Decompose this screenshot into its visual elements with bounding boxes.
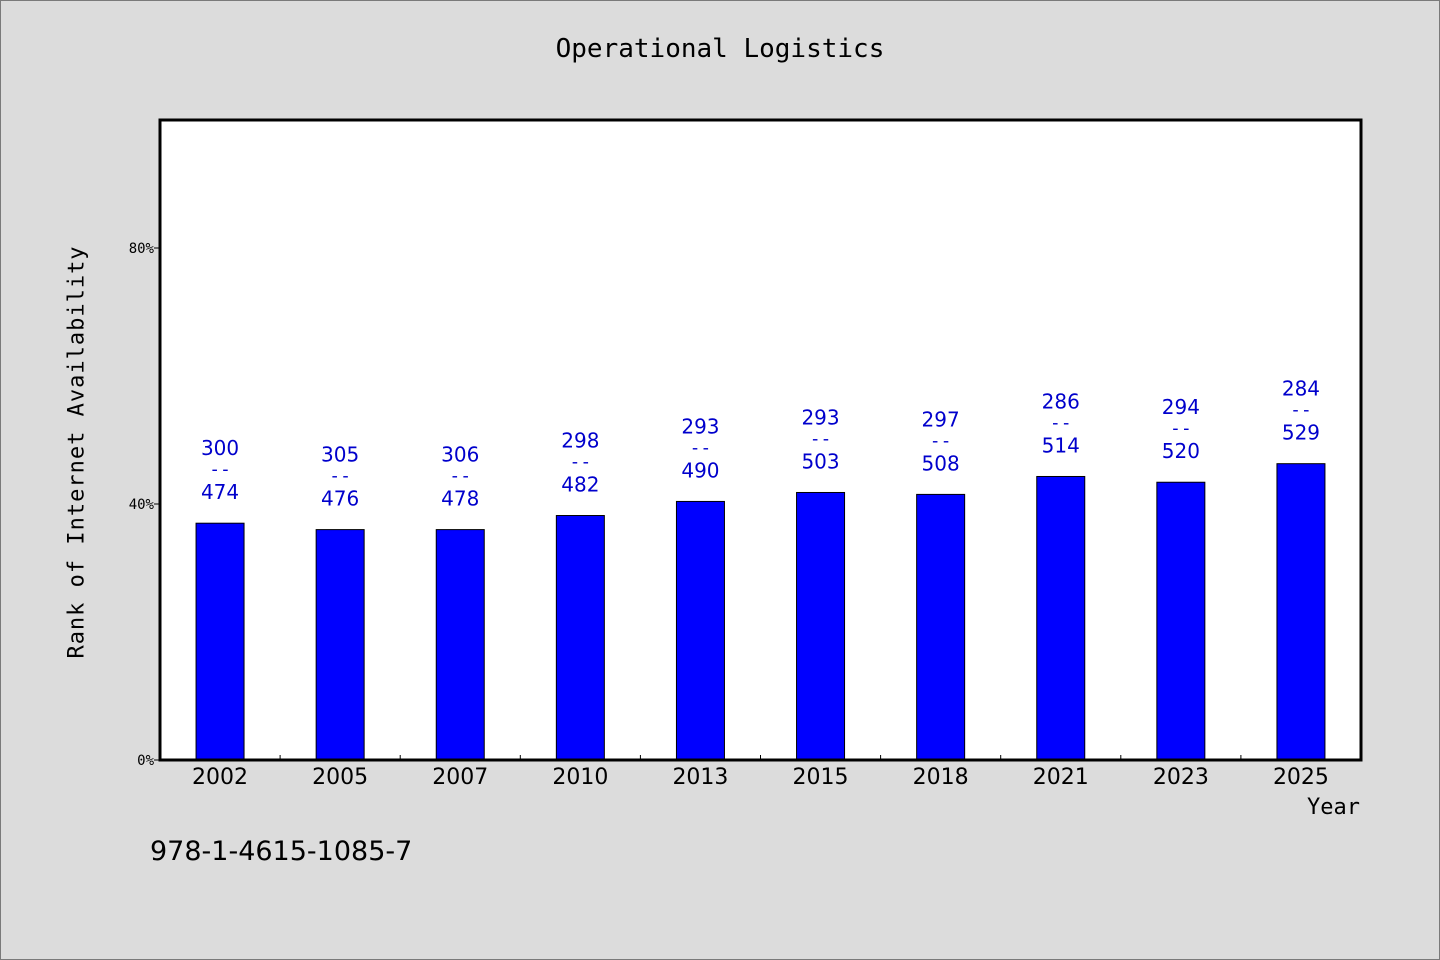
data-label-bottom: 529 [1282, 421, 1320, 445]
x-tick-label: 2013 [672, 765, 728, 790]
x-tick-label: 2002 [192, 765, 248, 790]
bar [1276, 463, 1326, 761]
data-label-bottom: 508 [922, 451, 960, 475]
data-label-top: 306 [441, 443, 479, 467]
x-tick-label: 2007 [432, 765, 488, 790]
data-label-separator: -- [570, 452, 592, 473]
data-label-bottom: 474 [201, 480, 239, 504]
bar [1156, 481, 1206, 761]
data-label-top: 294 [1162, 395, 1200, 419]
data-label-bottom: 503 [801, 449, 839, 473]
bar [315, 529, 365, 761]
data-label-top: 286 [1042, 389, 1080, 413]
data-label-top: 298 [561, 429, 599, 453]
isbn-footnote: 978-1-4615-1085-7 [150, 836, 413, 867]
x-axis-label: Year [1307, 795, 1360, 820]
data-label-separator: -- [1290, 400, 1312, 421]
data-label-bottom: 514 [1042, 433, 1080, 457]
y-tick-label: 0% [137, 753, 154, 769]
x-tick-label: 2015 [793, 765, 849, 790]
bar [435, 529, 485, 761]
x-tick-label: 2021 [1033, 765, 1089, 790]
x-tick-label: 2018 [913, 765, 969, 790]
data-label-separator: -- [1170, 418, 1192, 439]
data-label-bottom: 476 [321, 487, 359, 511]
data-label-separator: -- [329, 466, 351, 487]
data-label-top: 300 [201, 436, 239, 460]
bar [916, 493, 966, 761]
bar [796, 491, 846, 761]
bar [1036, 475, 1086, 761]
x-tick-label: 2025 [1273, 765, 1329, 790]
x-tick-label: 2023 [1153, 765, 1209, 790]
data-label-separator: -- [810, 428, 832, 449]
y-tick-label: 40% [129, 497, 155, 513]
data-label-separator: -- [1050, 412, 1072, 433]
data-label-top: 293 [801, 405, 839, 429]
data-label-top: 293 [681, 414, 719, 438]
y-tick-label: 80% [129, 241, 155, 257]
data-label-separator: -- [209, 459, 231, 480]
data-label-top: 284 [1282, 377, 1320, 401]
data-label-bottom: 520 [1162, 439, 1200, 463]
data-label-bottom: 478 [441, 487, 479, 511]
bar [675, 500, 725, 761]
bar [195, 522, 245, 761]
bar [555, 515, 605, 761]
x-tick-label: 2005 [312, 765, 368, 790]
plot-frame [158, 118, 1363, 762]
data-label-top: 305 [321, 443, 359, 467]
x-tick-label: 2010 [552, 765, 608, 790]
data-label-bottom: 482 [561, 473, 599, 497]
data-label-separator: -- [930, 430, 952, 451]
data-label-top: 297 [922, 407, 960, 431]
data-label-separator: -- [690, 437, 712, 458]
chart-title: Operational Logistics [555, 34, 885, 64]
data-label-separator: -- [449, 466, 471, 487]
data-label-bottom: 490 [681, 458, 719, 482]
